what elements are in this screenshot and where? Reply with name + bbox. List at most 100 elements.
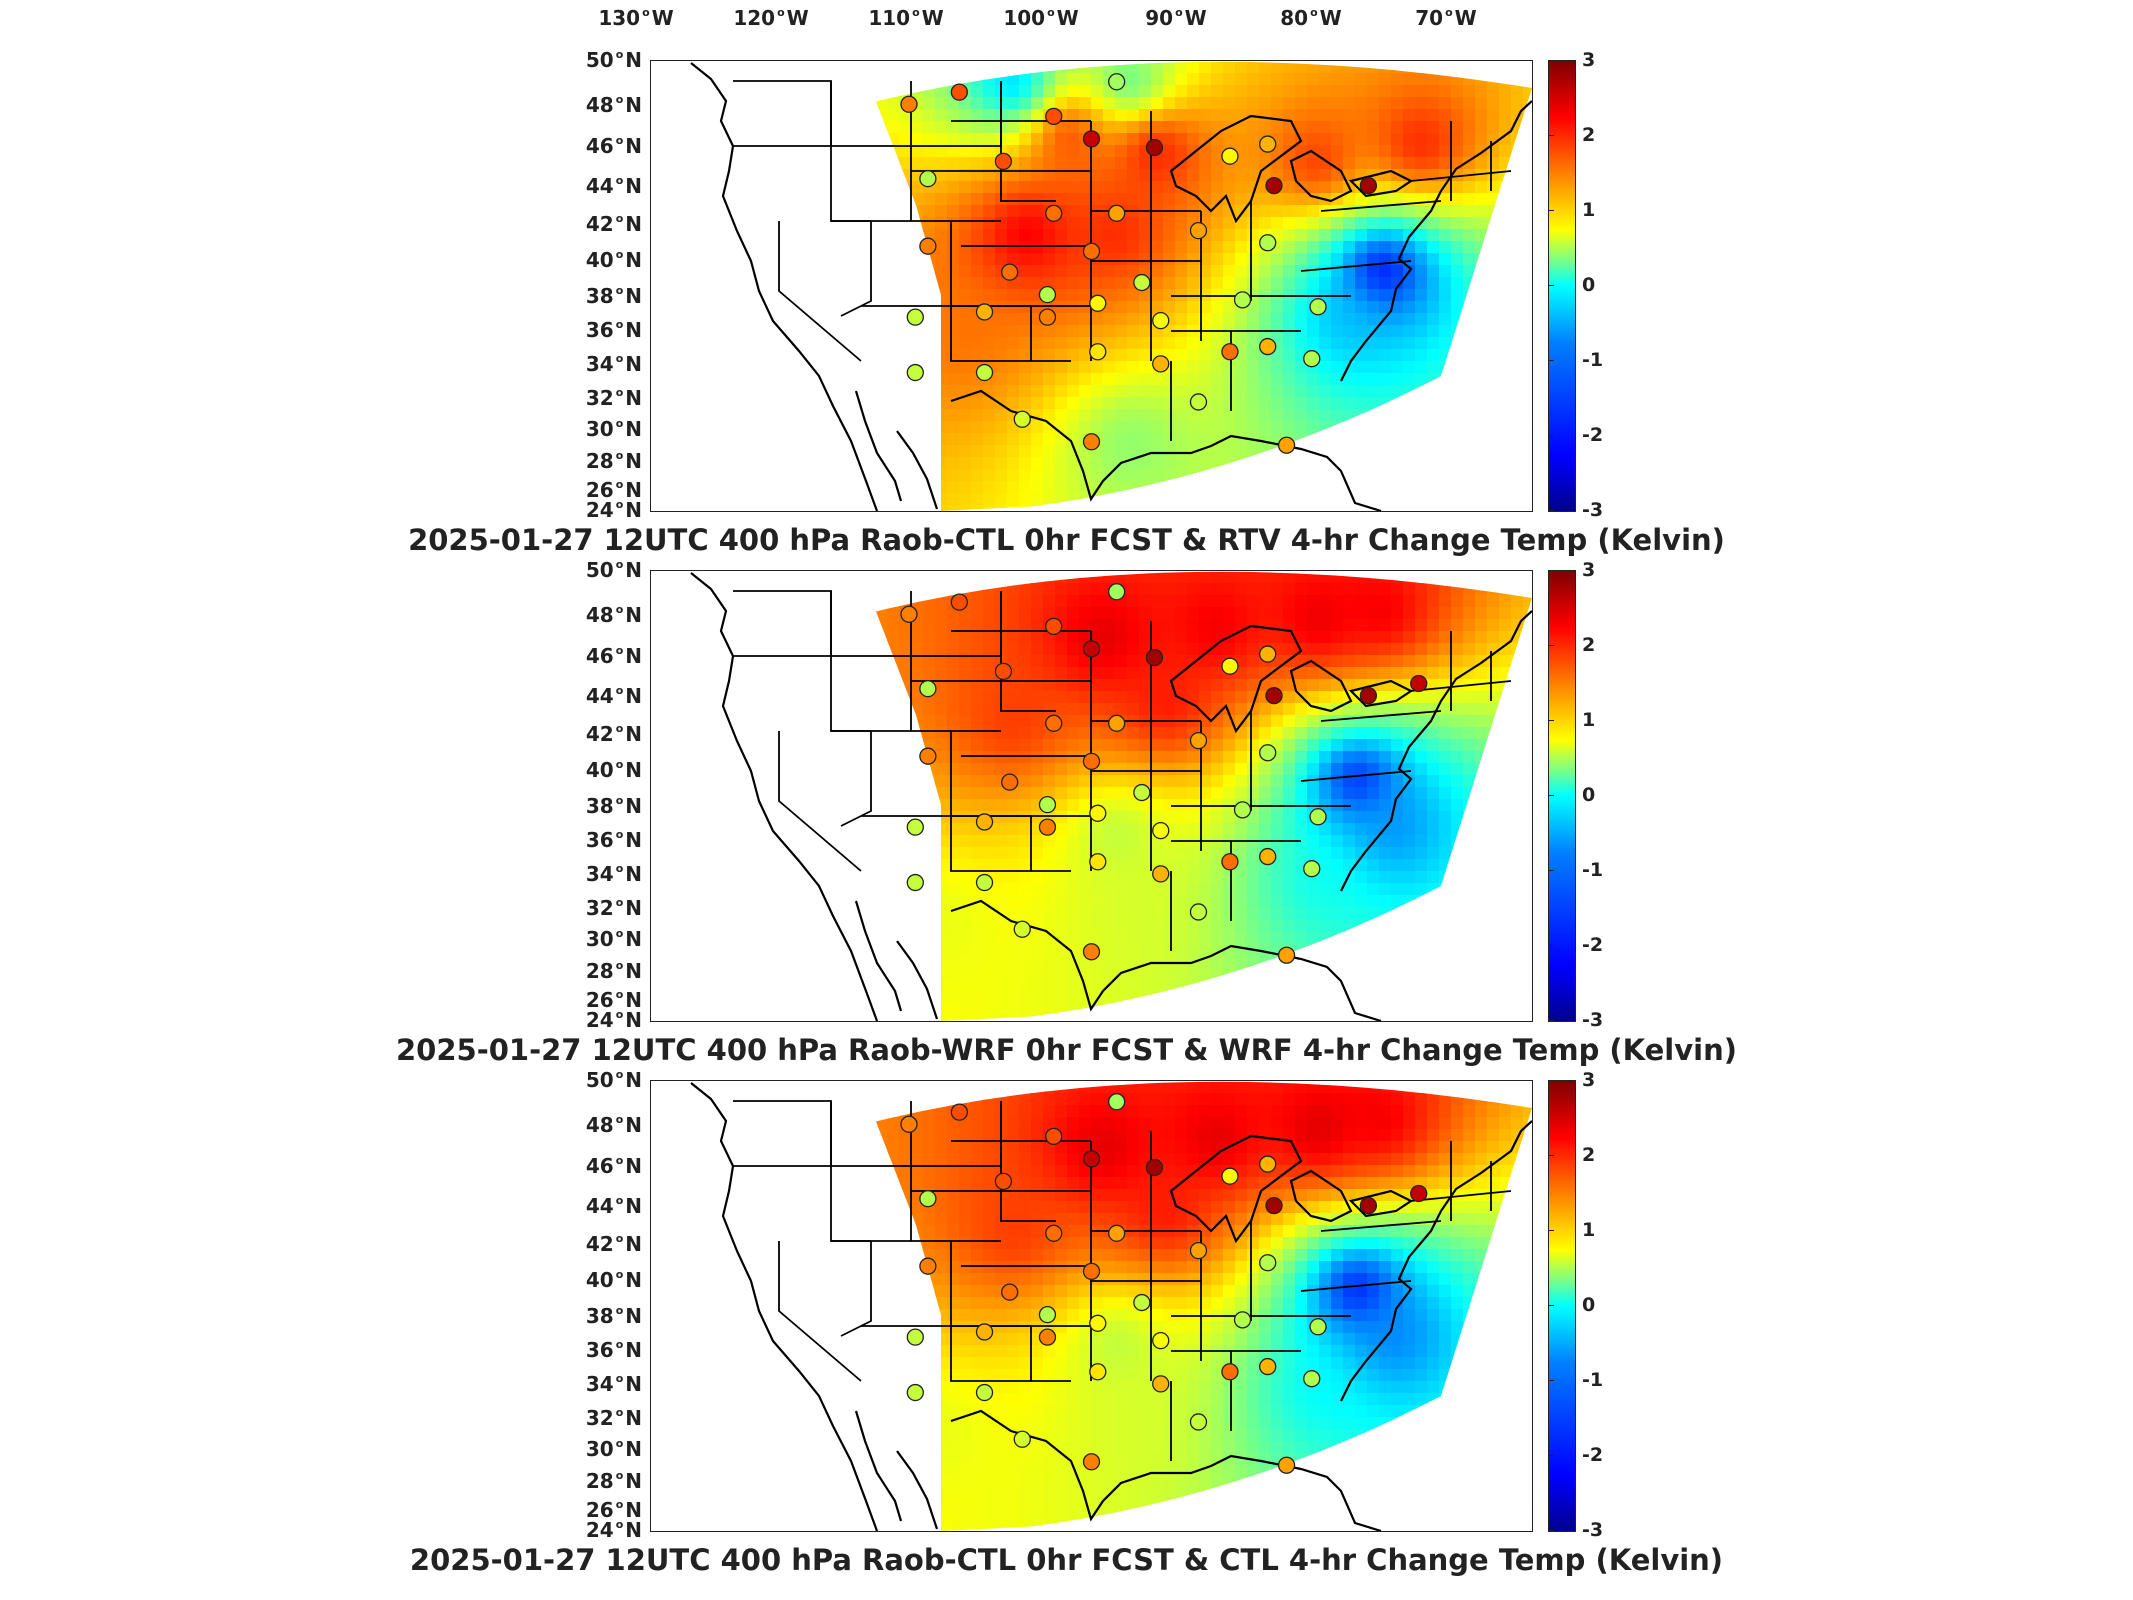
raob-marker — [1259, 1254, 1277, 1272]
raob-marker — [1265, 1196, 1283, 1215]
colorbar-tick-mark — [1548, 795, 1554, 796]
colorbar-tick-mark — [1548, 135, 1554, 136]
raob-marker — [1259, 234, 1277, 252]
raob-marker — [906, 1383, 924, 1402]
raob-marker — [1045, 617, 1063, 636]
colorbar — [1548, 570, 1576, 1022]
lat-tick-label: 44 o N — [585, 684, 642, 708]
raob-marker — [1013, 1430, 1031, 1448]
raob-marker — [906, 308, 924, 326]
lon-tick-label: 100 o W — [1003, 6, 1079, 30]
raob-marker — [1233, 1311, 1252, 1329]
raob-marker — [1277, 436, 1296, 454]
raob-marker — [906, 1328, 924, 1346]
raob-marker — [1108, 1224, 1126, 1242]
lat-tick-label: 38 o N — [585, 794, 642, 819]
raob-marker — [1045, 204, 1063, 222]
colorbar-tick-label: -3 — [1582, 1519, 1604, 1541]
raob-marker — [1038, 308, 1057, 326]
lat-tick-label: 24 o N — [585, 498, 642, 522]
colorbar-tick-mark — [1548, 1230, 1554, 1231]
raob-marker — [1145, 648, 1164, 667]
raob-marker — [1221, 1363, 1239, 1381]
raob-marker — [975, 363, 994, 382]
raob-marker — [994, 152, 1013, 171]
raob-marker — [1221, 147, 1239, 165]
raob-marker — [919, 680, 937, 698]
raob-marker — [1108, 73, 1126, 91]
raob-marker — [1001, 1283, 1019, 1301]
coastlines-and-borders — [690, 572, 1532, 1021]
colorbar-tick-mark — [1548, 720, 1554, 721]
raob-marker — [900, 1115, 918, 1133]
colorbar-tick-mark — [1548, 645, 1554, 646]
raob-marker — [1133, 783, 1151, 802]
raob-marker — [1089, 294, 1107, 312]
raob-marker — [1082, 943, 1101, 961]
colorbar-tick-label: 2 — [1582, 124, 1596, 146]
raob-marker — [1082, 242, 1101, 261]
lat-tick-label: 30 o N — [585, 417, 642, 441]
raob-marker — [1145, 1158, 1164, 1177]
lat-tick-label: 42 o N — [585, 212, 642, 237]
colorbar-tick-mark — [1548, 285, 1554, 286]
map-svg — [690, 61, 1532, 511]
raob-marker — [1082, 130, 1101, 148]
raob-marker — [906, 873, 924, 892]
raob-marker — [919, 237, 937, 255]
lat-tick-label: 34 o N — [585, 351, 642, 376]
colorbar-tick-label: 3 — [1582, 559, 1596, 581]
raob-marker — [1152, 311, 1170, 330]
lat-tick-label: 36 o N — [585, 318, 642, 342]
raob-marker — [1152, 865, 1170, 883]
raob-marker — [1152, 1375, 1170, 1393]
raob-marker — [1089, 804, 1107, 822]
raob-marker — [1089, 343, 1107, 361]
raob-marker — [975, 1323, 994, 1341]
colorbar-tick-mark — [1548, 1455, 1554, 1456]
raob-marker — [1277, 1456, 1296, 1474]
raob-marker — [1082, 1150, 1101, 1168]
raob-marker — [1108, 714, 1126, 732]
colorbar-tick-mark — [1548, 870, 1554, 871]
lat-tick-label: 42 o N — [585, 722, 642, 747]
lat-tick-label: 42 o N — [585, 1232, 642, 1257]
lat-tick-label: 44 o N — [585, 1194, 642, 1218]
raob-marker — [1303, 860, 1321, 878]
lon-tick-label: 70 o W — [1415, 6, 1477, 30]
raob-marker — [1410, 674, 1428, 693]
temperature-change-field — [876, 61, 1532, 511]
colorbar-tick-mark — [1548, 510, 1554, 511]
colorbar-tick-label: -2 — [1582, 424, 1604, 446]
lat-tick-label: 48 o N — [585, 603, 642, 627]
colorbar-tick-label: -1 — [1582, 859, 1604, 881]
raob-marker — [1152, 355, 1170, 373]
lat-tick-label: 50 o N — [585, 48, 642, 72]
raob-marker — [1259, 337, 1277, 356]
raob-marker — [1233, 801, 1252, 819]
lat-tick-label: 36 o N — [585, 1338, 642, 1362]
colorbar-tick-label: 1 — [1582, 199, 1596, 221]
lat-tick-label: 50 o N — [585, 1068, 642, 1092]
longitude-axis: 130 o W 120 o W 110 o W 100 o W 90 o W 80 o W 70 o W — [0, 0, 2133, 60]
lat-tick-label: 26 o N — [585, 1497, 642, 1522]
raob-marker — [1189, 1241, 1208, 1260]
raob-marker — [1089, 1363, 1107, 1381]
lat-tick-label: 46 o N — [585, 643, 642, 668]
raob-marker — [1303, 1370, 1321, 1388]
raob-marker — [1259, 1357, 1277, 1376]
colorbar-tick-label: -1 — [1582, 349, 1604, 371]
lat-tick-label: 36 o N — [585, 828, 642, 852]
colorbar-tick-label: 2 — [1582, 1144, 1596, 1166]
raob-marker — [1221, 657, 1239, 675]
raob-marker — [1152, 1331, 1170, 1350]
lat-tick-label: 24 o N — [585, 1518, 642, 1542]
raob-marker — [1038, 818, 1057, 836]
raob-marker — [1038, 796, 1057, 814]
raob-marker — [1359, 176, 1378, 195]
colorbar-tick-mark — [1548, 60, 1554, 61]
raob-marker — [919, 1190, 937, 1208]
lat-tick-label: 28 o N — [585, 958, 642, 983]
raob-marker — [1108, 204, 1126, 222]
raob-marker — [1189, 1413, 1208, 1431]
